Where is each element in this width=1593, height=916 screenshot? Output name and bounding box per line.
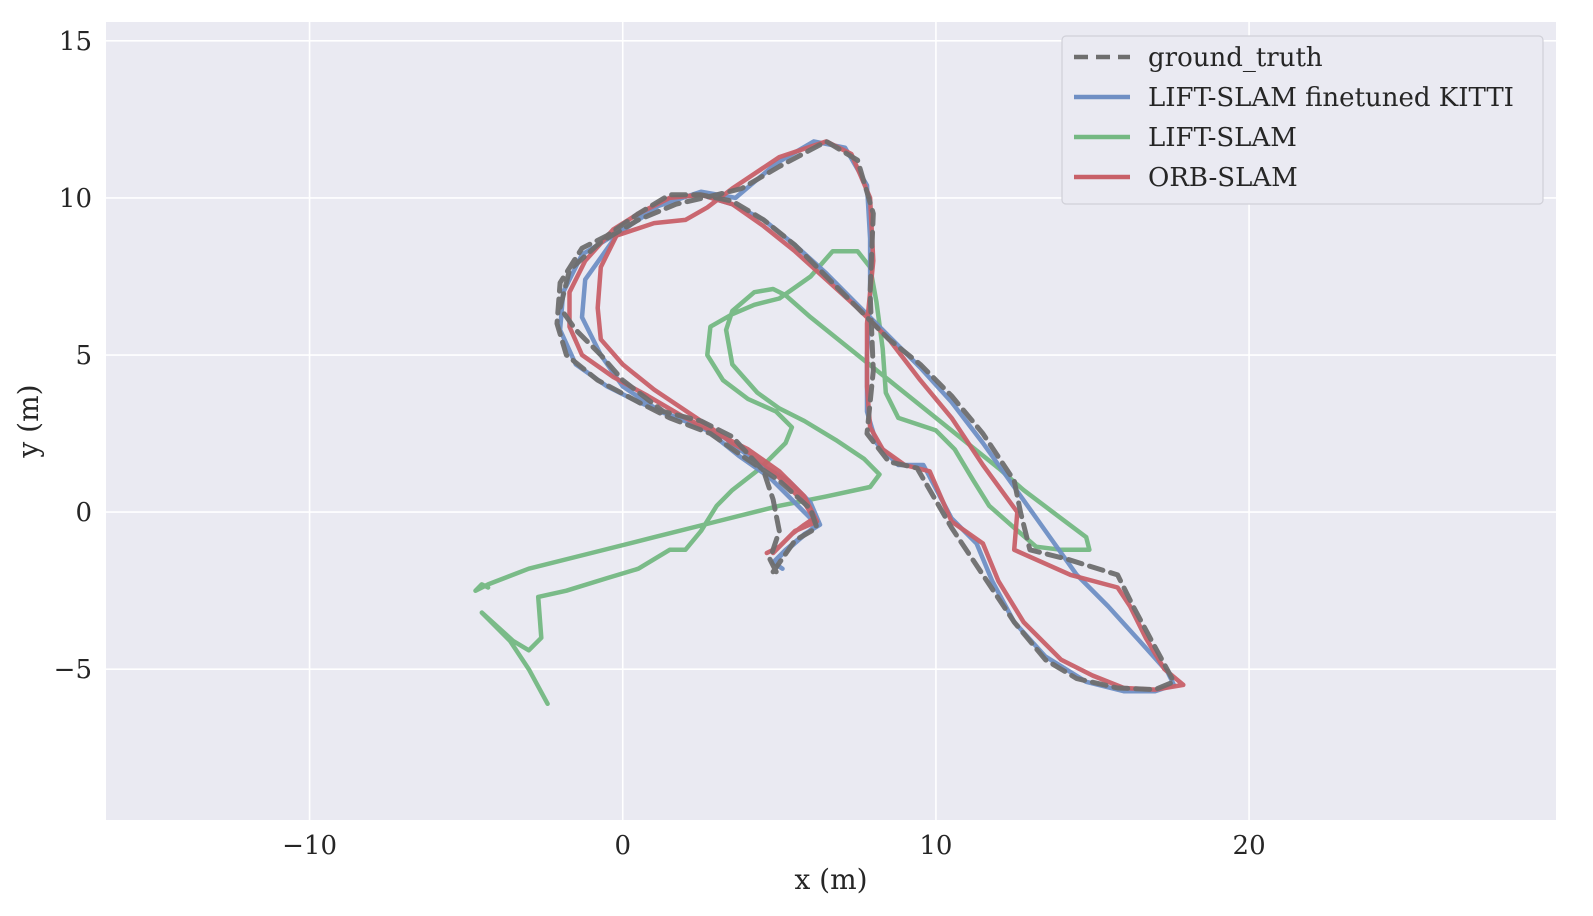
legend-label-ground-truth: ground_truth bbox=[1148, 43, 1323, 73]
y-tick-label: 5 bbox=[75, 341, 92, 371]
legend: ground_truth LIFT-SLAM finetuned KITTI L… bbox=[1061, 35, 1544, 205]
x-axis-label: x (m) bbox=[794, 863, 867, 896]
legend-label-lift-finetuned: LIFT-SLAM finetuned KITTI bbox=[1148, 83, 1514, 113]
x-tick-label: −10 bbox=[282, 831, 337, 861]
series-layer bbox=[473, 138, 1186, 707]
series-line-ground-truth bbox=[554, 138, 1177, 693]
legend-box bbox=[1061, 35, 1544, 205]
y-tick-label: 10 bbox=[59, 184, 92, 214]
x-tick-label: 10 bbox=[919, 831, 952, 861]
y-axis-ticks: −5 0 5 10 15 bbox=[54, 27, 92, 685]
series-line-orb bbox=[567, 139, 1186, 692]
y-tick-label: −5 bbox=[54, 655, 92, 685]
series-line-lift bbox=[473, 249, 1092, 707]
x-tick-label: 20 bbox=[1233, 831, 1266, 861]
x-tick-label: 0 bbox=[614, 831, 631, 861]
y-tick-label: 15 bbox=[59, 27, 92, 57]
legend-label-orb: ORB-SLAM bbox=[1148, 163, 1298, 193]
y-tick-label: 0 bbox=[75, 498, 92, 528]
legend-label-lift: LIFT-SLAM bbox=[1148, 123, 1297, 153]
x-axis-ticks: −10 0 10 20 bbox=[282, 831, 1266, 861]
y-axis-label: y (m) bbox=[12, 384, 45, 458]
